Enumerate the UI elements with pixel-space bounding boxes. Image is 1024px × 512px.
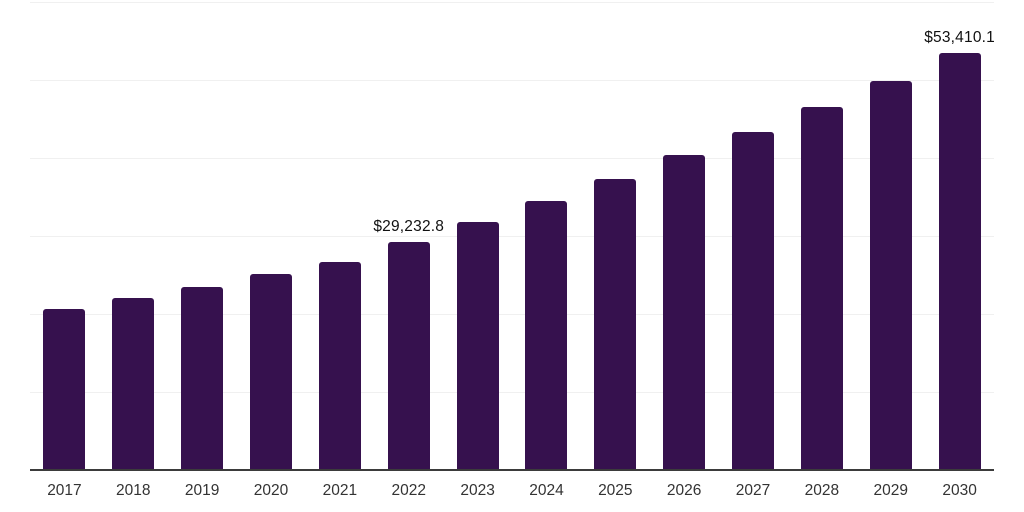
x-tick-label-2022: 2022 — [391, 482, 426, 499]
x-tick-label-2021: 2021 — [322, 482, 358, 499]
bar-2026 — [663, 154, 706, 470]
x-tick-label-2019: 2019 — [184, 482, 220, 499]
bar-cell-2028 — [787, 2, 856, 470]
bar-2028 — [800, 106, 843, 470]
bar-2018 — [112, 297, 155, 470]
x-tick-label-2024: 2024 — [529, 482, 564, 499]
x-tick-label-2018: 2018 — [116, 482, 151, 499]
bar-2019 — [181, 286, 224, 470]
bar-2022 — [387, 241, 430, 470]
bar-cell-2025 — [581, 2, 650, 470]
plot-area: $29,232.8 $53,410.1 — [30, 2, 995, 471]
bar-cell-2026 — [650, 2, 719, 470]
bar-2030 — [938, 53, 981, 470]
gridline-50000 — [30, 80, 994, 81]
x-tick-label-2029: 2029 — [873, 482, 908, 499]
x-axis-labels: 2017 2018 2019 2020 2021 2022 2023 2024 2025 2026… — [30, 478, 994, 504]
bar-2023 — [456, 221, 499, 470]
bar-cell-2017 — [30, 2, 99, 470]
x-tick-label-2020: 2020 — [253, 482, 289, 499]
gridline-30000 — [30, 236, 994, 237]
x-tick-label-2027: 2027 — [735, 482, 771, 499]
bar-2017 — [43, 308, 86, 470]
x-tick-label-2023: 2023 — [460, 482, 495, 499]
x-tick-label-2030: 2030 — [942, 482, 977, 499]
bar-cell-2023 — [443, 2, 512, 470]
gridline-60000 — [30, 2, 994, 3]
bar-cell-2029 — [856, 2, 925, 470]
bar-cell-2030: $53,410.1 — [924, 2, 995, 470]
x-tick-label-2017: 2017 — [47, 482, 82, 499]
bars-row: $29,232.8 $53,410.1 — [30, 2, 995, 470]
gridline-10000 — [30, 392, 994, 393]
bar-2021 — [318, 261, 361, 470]
data-label-2022: $29,232.8 — [373, 217, 445, 235]
bar-2025 — [594, 178, 637, 470]
bar-cell-2020 — [237, 2, 306, 470]
gridline-40000 — [30, 158, 994, 159]
data-label-2030: $53,410.1 — [924, 29, 995, 47]
bar-cell-2027 — [719, 2, 788, 470]
bar-2027 — [732, 132, 775, 470]
bar-cell-2021 — [305, 2, 374, 470]
x-tick-label-2025: 2025 — [598, 482, 633, 499]
x-axis-line — [30, 469, 994, 471]
bar-2024 — [525, 200, 568, 470]
gridline-20000 — [30, 314, 994, 315]
bar-2029 — [869, 80, 912, 470]
bar-cell-2024 — [512, 2, 581, 470]
x-tick-label-2026: 2026 — [666, 482, 702, 499]
bar-cell-2022: $29,232.8 — [373, 2, 445, 470]
bar-cell-2019 — [168, 2, 237, 470]
x-tick-label-2028: 2028 — [804, 482, 840, 499]
bar-cell-2018 — [99, 2, 168, 470]
bar-2020 — [250, 273, 292, 470]
